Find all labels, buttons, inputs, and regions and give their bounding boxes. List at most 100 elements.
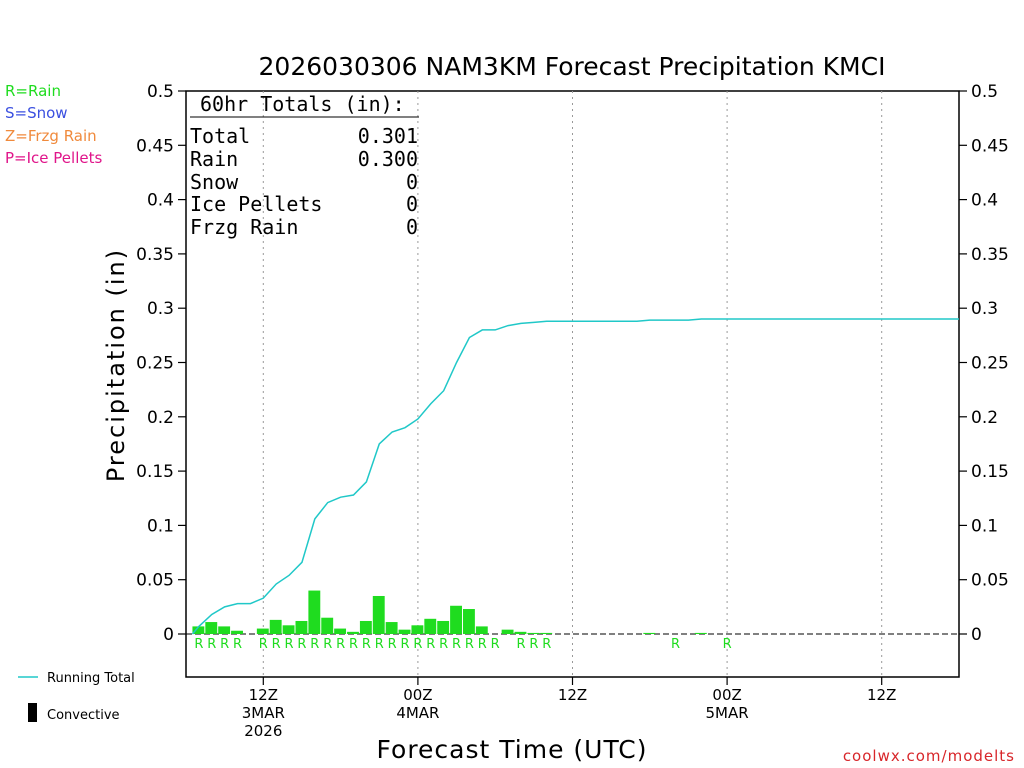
y-tick-label-left-5: 0.25 xyxy=(136,354,174,374)
y-tick-label-left-0: 0 xyxy=(163,625,174,645)
y-tick-label-right-2: 0.1 xyxy=(971,516,998,536)
y-axis-label: Precipitation (in) xyxy=(102,248,130,482)
precip-bar xyxy=(514,631,527,634)
ptype-marker: R xyxy=(362,637,371,652)
precip-bar xyxy=(372,595,385,634)
x-tick-label-0-2: 2026 xyxy=(244,722,282,740)
ptype-marker: R xyxy=(491,637,500,652)
ptype-legend: R=Rain S=Snow Z=Frzg Rain P=Ice Pellets xyxy=(5,82,102,167)
chart-title: 2026030306 NAM3KM Forecast Precipitation… xyxy=(259,52,886,81)
ptype-marker: R xyxy=(529,637,538,652)
precip-bar xyxy=(643,632,656,634)
y-tick-label-left-8: 0.4 xyxy=(147,191,174,211)
precip-bar xyxy=(694,632,707,634)
precip-bar xyxy=(347,631,359,634)
y-tick-label-right-6: 0.3 xyxy=(971,299,998,319)
y-tick-label-right-5: 0.25 xyxy=(971,354,1009,374)
precip-bar xyxy=(398,629,411,634)
totals-box: 60hr Totals (in): Total 0.301 Rain 0.300… xyxy=(190,92,419,239)
precip-bar xyxy=(205,622,218,634)
totals-value-ice-pellets: 0 xyxy=(406,192,418,216)
totals-heading: 60hr Totals (in): xyxy=(200,92,405,116)
precip-bar xyxy=(218,626,231,634)
precip-bar xyxy=(192,626,205,634)
x-tick-label-4-0: 12Z xyxy=(867,686,896,704)
hourly-precip-bars xyxy=(192,590,707,634)
ptype-marker: R xyxy=(375,637,384,652)
precip-bar xyxy=(540,632,553,634)
ptype-legend-rain: R=Rain xyxy=(5,82,61,100)
y-tick-label-right-9: 0.45 xyxy=(971,136,1009,156)
ptype-marker: R xyxy=(349,637,358,652)
ptype-marker: R xyxy=(336,637,345,652)
ptype-marker: R xyxy=(272,637,281,652)
ptype-marker: R xyxy=(723,637,732,652)
y-tick-label-right-4: 0.2 xyxy=(971,408,998,428)
ptype-legend-ice-pellets: P=Ice Pellets xyxy=(5,149,102,167)
precip-bar xyxy=(295,620,308,634)
precip-bar xyxy=(527,632,540,634)
ptype-marker: R xyxy=(388,637,397,652)
y-tick-label-left-7: 0.35 xyxy=(136,245,174,265)
ptype-marker: R xyxy=(233,637,242,652)
ptype-marker: R xyxy=(426,637,435,652)
ptype-marker: R xyxy=(207,637,216,652)
precip-bar xyxy=(282,625,295,634)
convective-legend-swatch xyxy=(28,703,37,722)
ptype-marker: R xyxy=(465,637,474,652)
y-tick-label-right-10: 0.5 xyxy=(971,82,998,102)
precip-bar xyxy=(359,620,372,634)
precip-bar xyxy=(385,622,398,634)
x-tick-label-3-0: 00Z xyxy=(712,686,741,704)
x-tick-label-1-0: 00Z xyxy=(403,686,432,704)
ptype-marker: R xyxy=(671,637,680,652)
y-tick-label-right-3: 0.15 xyxy=(971,462,1009,482)
x-axis-label: Forecast Time (UTC) xyxy=(377,735,648,764)
x-tick-label-0-1: 3MAR xyxy=(242,704,285,722)
credit-text: coolwx.com/modelts xyxy=(843,747,1015,765)
ptype-marker: R xyxy=(297,637,306,652)
ptype-marker: R xyxy=(259,637,268,652)
y-tick-label-left-9: 0.45 xyxy=(136,136,174,156)
precip-bar xyxy=(501,629,514,634)
ptype-marker: R xyxy=(194,637,203,652)
vertical-gridlines xyxy=(262,91,883,677)
series-legend: Running Total Convective xyxy=(18,671,135,723)
y-tick-label-left-10: 0.5 xyxy=(147,82,174,102)
ptype-marker: R xyxy=(310,637,319,652)
ptype-marker: R xyxy=(452,637,461,652)
precip-bar xyxy=(462,609,475,634)
ptype-marker: R xyxy=(285,637,294,652)
ptype-marker: R xyxy=(516,637,525,652)
x-tick-label-3-1: 5MAR xyxy=(706,704,749,722)
totals-value-snow: 0 xyxy=(406,170,418,194)
ptype-marker: R xyxy=(413,637,422,652)
totals-label-frzg-rain: Frzg Rain xyxy=(190,215,298,239)
convective-legend-label: Convective xyxy=(47,708,120,723)
precip-bar xyxy=(450,605,462,634)
totals-value-total: 0.301 xyxy=(358,124,418,148)
totals-value-frzg-rain: 0 xyxy=(406,215,418,239)
y-tick-label-left-4: 0.2 xyxy=(147,408,174,428)
ptype-legend-snow: S=Snow xyxy=(5,104,68,122)
x-tick-label-2-0: 12Z xyxy=(558,686,587,704)
totals-label-snow: Snow xyxy=(190,170,239,194)
running-total-legend-label: Running Total xyxy=(47,671,135,686)
y-tick-label-left-3: 0.15 xyxy=(136,462,174,482)
precip-bar xyxy=(321,617,334,634)
precip-bar xyxy=(475,626,488,634)
ptype-marker: R xyxy=(323,637,332,652)
precip-bar xyxy=(308,590,321,634)
y-axis-left: 0 0.05 0.1 0.15 0.2 0.25 0.3 0.35 0.4 0.45 0.5 xyxy=(136,82,186,645)
ptype-marker: R xyxy=(542,637,551,652)
ptype-marker: R xyxy=(478,637,487,652)
precip-bar xyxy=(269,619,282,634)
x-tick-label-1-1: 4MAR xyxy=(396,704,439,722)
precip-bar xyxy=(334,628,347,634)
totals-label-ice-pellets: Ice Pellets xyxy=(190,192,322,216)
precip-bar xyxy=(256,628,269,634)
ptype-marker: R xyxy=(400,637,409,652)
